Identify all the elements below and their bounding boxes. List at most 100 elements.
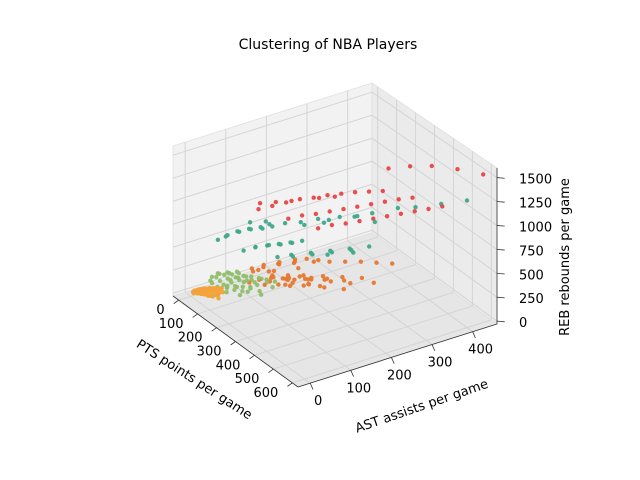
data-point-series-5 bbox=[382, 199, 388, 204]
grid-line-y bbox=[184, 291, 311, 384]
y-tick-mark bbox=[391, 357, 395, 364]
chart-title: Clustering of NBA Players bbox=[239, 37, 418, 53]
data-point-series-4 bbox=[282, 221, 288, 226]
grid-line-z bbox=[371, 160, 498, 250]
data-point-series-2 bbox=[248, 286, 253, 291]
data-point-series-2 bbox=[237, 292, 243, 298]
data-point-series-4 bbox=[253, 245, 258, 250]
data-point-series-2 bbox=[240, 284, 245, 289]
data-point-series-4 bbox=[413, 205, 418, 210]
data-point-series-2 bbox=[227, 270, 232, 276]
y-tick-mark bbox=[431, 344, 436, 352]
data-point-series-2 bbox=[232, 284, 238, 289]
data-point-series-3 bbox=[371, 280, 376, 285]
z-tick-mark bbox=[496, 177, 505, 179]
data-point-series-3 bbox=[324, 276, 330, 281]
data-point-series-4 bbox=[241, 248, 246, 253]
data-point-series-1 bbox=[220, 290, 225, 295]
data-point-series-2 bbox=[232, 287, 237, 293]
data-point-series-3 bbox=[340, 274, 345, 280]
grid-line-y bbox=[347, 240, 473, 333]
data-point-series-2 bbox=[241, 273, 246, 279]
data-point-series-2 bbox=[229, 280, 234, 285]
y-tick-label: 100 bbox=[346, 381, 371, 396]
data-point-series-3 bbox=[292, 277, 297, 282]
data-point-series-3 bbox=[317, 283, 323, 289]
data-point-series-3 bbox=[343, 259, 348, 264]
data-point-series-3 bbox=[320, 274, 326, 279]
data-point-series-3 bbox=[292, 259, 297, 264]
data-point-series-4 bbox=[355, 213, 360, 219]
data-point-series-5 bbox=[426, 206, 431, 212]
data-point-series-2 bbox=[249, 274, 254, 279]
data-point-series-5 bbox=[455, 167, 460, 172]
data-point-series-2 bbox=[240, 289, 245, 294]
grid-line-x bbox=[197, 250, 397, 315]
data-point-series-4 bbox=[315, 216, 321, 222]
data-point-series-4 bbox=[337, 214, 342, 220]
y-axis-line bbox=[297, 323, 498, 388]
data-point-series-3 bbox=[304, 256, 309, 261]
z-tick-mark bbox=[496, 248, 505, 251]
data-point-series-2 bbox=[272, 279, 278, 284]
data-point-series-5 bbox=[368, 202, 374, 207]
data-point-series-5 bbox=[440, 204, 445, 209]
grid-line-z bbox=[172, 229, 373, 294]
z-tick-label: 750 bbox=[519, 244, 544, 259]
data-point-series-5 bbox=[315, 226, 321, 231]
data-point-series-2 bbox=[244, 278, 250, 283]
data-point-series-5 bbox=[407, 164, 413, 169]
axis-panes bbox=[172, 82, 498, 388]
data-point-series-5 bbox=[327, 209, 332, 214]
data-point-series-5 bbox=[386, 166, 391, 171]
data-point-series-3 bbox=[256, 267, 261, 273]
data-point-series-5 bbox=[311, 195, 316, 200]
data-point-series-4 bbox=[270, 224, 275, 229]
z-tick-mark bbox=[496, 225, 505, 227]
data-point-series-4 bbox=[464, 198, 470, 203]
data-point-series-4 bbox=[278, 242, 283, 247]
data-point-series-3 bbox=[358, 259, 364, 264]
data-point-series-3 bbox=[348, 281, 353, 286]
data-point-series-2 bbox=[225, 276, 230, 281]
data-point-series-5 bbox=[283, 200, 289, 205]
data-point-series-4 bbox=[298, 220, 303, 225]
data-point-series-5 bbox=[341, 206, 346, 212]
data-point-series-5 bbox=[273, 199, 278, 205]
data-point-series-2 bbox=[209, 280, 215, 286]
data-point-series-2 bbox=[264, 277, 269, 282]
data-point-series-5 bbox=[299, 213, 305, 218]
y-tick-label: 0 bbox=[314, 394, 322, 409]
data-point-series-4 bbox=[225, 233, 230, 238]
grid-line-x bbox=[292, 319, 492, 384]
z-tick-label: 500 bbox=[519, 268, 544, 283]
x-tick-label: 100 bbox=[159, 317, 184, 332]
data-point-series-5 bbox=[325, 193, 330, 198]
data-point-series-5 bbox=[481, 172, 486, 177]
data-point-series-5 bbox=[289, 198, 294, 204]
data-point-series-1 bbox=[218, 286, 223, 291]
grid-line-x bbox=[273, 305, 473, 370]
data-point-series-4 bbox=[326, 217, 332, 223]
data-point-series-2 bbox=[209, 274, 215, 279]
x-tick-label: 200 bbox=[178, 331, 203, 346]
z-tick-label: 1250 bbox=[519, 197, 552, 212]
data-point-series-4 bbox=[248, 227, 253, 232]
grid-line-y bbox=[306, 253, 433, 345]
data-point-series-4 bbox=[325, 252, 330, 257]
data-point-series-4 bbox=[349, 248, 354, 253]
data-point-series-5 bbox=[384, 214, 390, 219]
data-point-series-3 bbox=[306, 281, 311, 287]
data-point-series-5 bbox=[339, 191, 344, 196]
data-point-series-4 bbox=[299, 238, 305, 243]
data-point-series-4 bbox=[372, 219, 378, 225]
data-point-series-5 bbox=[357, 218, 362, 224]
data-point-series-5 bbox=[396, 197, 401, 202]
x-tick-label: 300 bbox=[197, 345, 222, 360]
data-point-series-2 bbox=[217, 271, 222, 277]
data-point-series-5 bbox=[352, 190, 358, 195]
z-axis-label: REB rebounds per game bbox=[558, 178, 573, 336]
data-point-series-2 bbox=[221, 282, 226, 287]
grid-line-z bbox=[172, 114, 373, 179]
